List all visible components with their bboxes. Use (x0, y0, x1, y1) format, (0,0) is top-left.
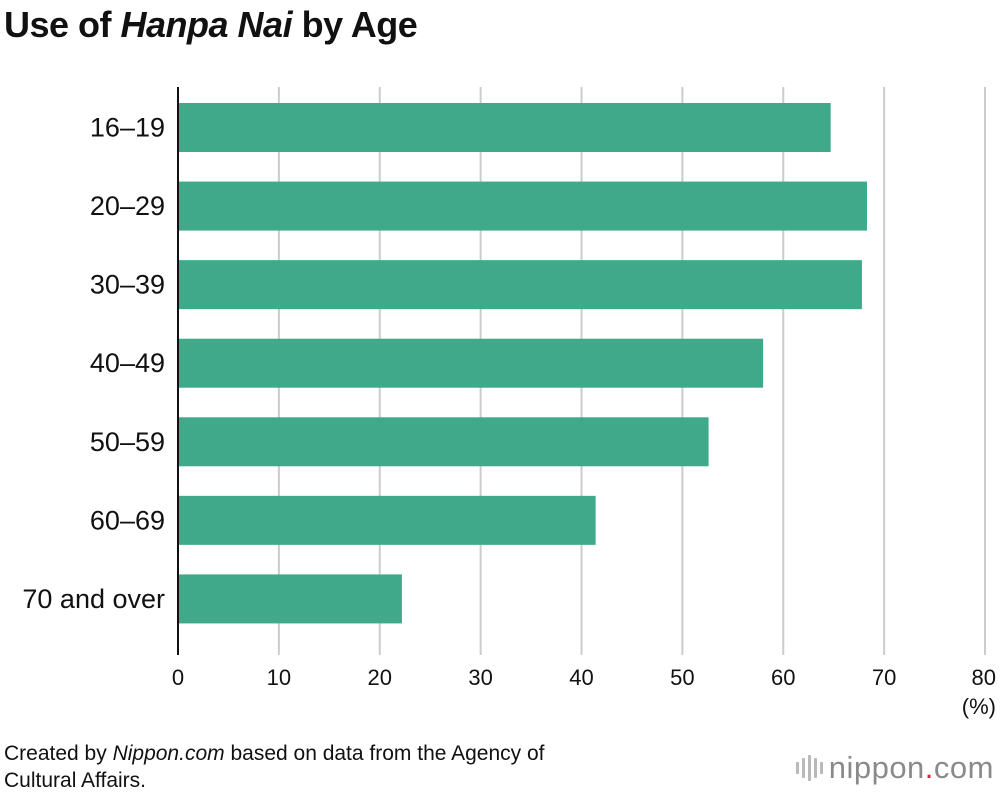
chart-title: Use of Hanpa Nai by Age (4, 4, 418, 46)
x-tick-label: 10 (267, 665, 291, 690)
bar (179, 338, 764, 388)
bar (179, 103, 831, 152)
category-label: 70 and over (22, 584, 165, 614)
category-label: 30–39 (90, 270, 165, 300)
bar (179, 417, 709, 467)
bar (179, 260, 862, 310)
x-tick-label: 40 (569, 665, 593, 690)
bars (179, 103, 867, 624)
source-note: Created by Nippon.com based on data from… (4, 740, 545, 794)
source-line-1: Created by Nippon.com based on data from… (4, 740, 545, 767)
category-label: 20–29 (90, 191, 165, 221)
logo-name: nippon (828, 750, 925, 785)
x-unit-label: (%) (962, 694, 996, 719)
x-tick-label: 60 (771, 665, 795, 690)
bar (179, 181, 867, 231)
logo-dot: . (924, 750, 934, 785)
bar (179, 495, 596, 545)
category-label: 16–19 (90, 113, 165, 143)
category-label: 50–59 (90, 427, 165, 457)
bar-chart: 16–19 20–29 30–39 40–49 50–59 60–69 70 and ove… (22, 87, 996, 719)
logo-bars-icon (795, 753, 823, 783)
x-tick-label: 70 (872, 665, 896, 690)
logo-wordmark: nippon.com (829, 750, 994, 786)
x-tick-label: 20 (368, 665, 392, 690)
source-emphasis: Nippon.com (112, 742, 225, 765)
title-suffix: by Age (292, 4, 418, 45)
category-label: 60–69 (90, 505, 165, 535)
x-tick-label: 80 (972, 665, 996, 690)
category-label: 40–49 (90, 348, 165, 378)
source-prefix: Created by (4, 742, 113, 765)
x-tick-labels: 0 10 20 30 40 50 60 70 80 (172, 665, 996, 690)
x-tick-label: 50 (670, 665, 694, 690)
logo-suffix: com (933, 750, 994, 785)
source-suffix: based on data from the Agency of (224, 742, 545, 765)
title-emphasis: Hanpa Nai (120, 4, 293, 45)
bar (179, 574, 402, 624)
x-tick-label: 30 (468, 665, 492, 690)
category-labels: 16–19 20–29 30–39 40–49 50–59 60–69 70 and ove… (22, 113, 165, 614)
nippon-logo: nippon.com (795, 750, 994, 786)
title-prefix: Use of (4, 4, 121, 45)
source-line-2: Cultural Affairs. (4, 769, 147, 792)
x-tick-label: 0 (172, 665, 184, 690)
